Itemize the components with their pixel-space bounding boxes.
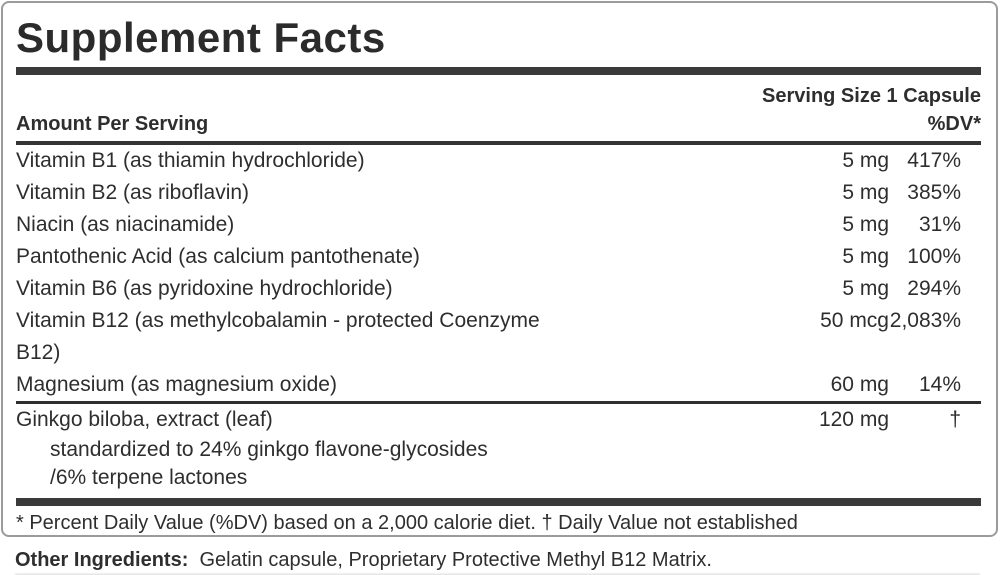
- nutrient-dv: 417%: [907, 149, 961, 172]
- nutrient-table: Vitamin B1 (as thiamin hydrochloride) 5 …: [16, 145, 981, 492]
- section-divider-line: [16, 401, 981, 404]
- header-divider-line: [16, 141, 981, 145]
- title-divider-bar: [16, 67, 981, 75]
- footnote: * Percent Daily Value (%DV) based on a 2…: [16, 512, 798, 534]
- nutrient-name: Vitamin B2 (as riboflavin): [16, 181, 250, 204]
- nutrient-name: Niacin (as niacinamide): [16, 213, 235, 236]
- nutrient-sub-line: /6% terpene lactones: [50, 466, 248, 489]
- table-row: Magnesium (as magnesium oxide) 60 mg 14%: [16, 369, 981, 401]
- nutrient-name: Ginkgo biloba, extract (leaf): [16, 408, 273, 431]
- nutrient-dv: 14%: [918, 373, 961, 396]
- nutrient-dv: 294%: [907, 277, 961, 300]
- nutrient-name: Vitamin B6 (as pyridoxine hydrochloride): [16, 277, 393, 300]
- table-row: Niacin (as niacinamide) 5 mg 31%: [16, 209, 981, 241]
- table-row: Vitamin B2 (as riboflavin) 5 mg 385%: [16, 177, 981, 209]
- footnote-divider-bar: [16, 498, 981, 506]
- dv-header: %DV*: [927, 113, 981, 135]
- table-row: Vitamin B6 (as pyridoxine hydrochloride)…: [16, 273, 981, 305]
- nutrient-dv: 385%: [907, 181, 961, 204]
- nutrient-name: Vitamin B12 (as methylcobalamin - protec…: [16, 305, 719, 369]
- nutrient-amount: 60 mg: [830, 373, 889, 396]
- nutrient-name: Magnesium (as magnesium oxide): [16, 373, 337, 396]
- nutrient-amount: 120 mg: [818, 408, 889, 431]
- nutrient-dv: 100%: [907, 245, 961, 268]
- nutrient-amount: 50 mcg: [820, 309, 889, 332]
- table-row: Vitamin B1 (as thiamin hydrochloride) 5 …: [16, 145, 981, 177]
- nutrient-amount: 5 mg: [842, 245, 889, 268]
- table-row: Pantothenic Acid (as calcium pantothenat…: [16, 241, 981, 273]
- nutrient-dv: 2,083%: [889, 309, 961, 332]
- nutrient-amount: 5 mg: [842, 181, 889, 204]
- nutrient-amount: 5 mg: [842, 149, 889, 172]
- nutrient-amount: 5 mg: [842, 213, 889, 236]
- other-ingredients-value: Gelatin capsule, Proprietary Protective …: [199, 549, 712, 571]
- panel-title: Supplement Facts: [16, 14, 386, 61]
- nutrient-dv: †: [949, 408, 961, 431]
- nutrient-dv: 31%: [918, 213, 961, 236]
- serving-size: Serving Size 1 Capsule: [762, 85, 981, 107]
- other-ingredients-label: Other Ingredients:: [15, 549, 189, 571]
- nutrient-name-line-2: B12): [16, 341, 61, 364]
- amount-per-serving-header: Amount Per Serving: [16, 113, 209, 135]
- table-row: Vitamin B12 (as methylcobalamin - protec…: [16, 305, 981, 369]
- nutrient-name: Pantothenic Acid (as calcium pantothenat…: [16, 245, 420, 268]
- other-ingredients: Other Ingredients: Gelatin capsule, Prop…: [0, 548, 1000, 572]
- nutrient-name: Vitamin B1 (as thiamin hydrochloride): [16, 149, 365, 172]
- column-header-row: Amount Per Serving %DV*: [16, 113, 981, 135]
- nutrient-amount: 5 mg: [842, 277, 889, 300]
- nutrient-name-line-1: Vitamin B12 (as methylcobalamin - protec…: [16, 309, 540, 332]
- table-row: Ginkgo biloba, extract (leaf) 120 mg †: [16, 404, 981, 436]
- supplement-facts-panel: Supplement Facts Serving Size 1 Capsule …: [1, 1, 998, 537]
- nutrient-sub-line: standardized to 24% ginkgo flavone-glyco…: [50, 438, 488, 461]
